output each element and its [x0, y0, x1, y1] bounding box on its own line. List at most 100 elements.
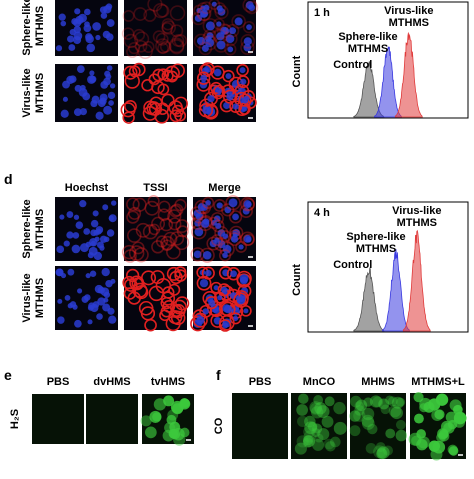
cytoplasm	[176, 225, 189, 238]
cytoplasm	[143, 8, 157, 22]
cytoplasm	[222, 89, 238, 104]
micrograph	[408, 392, 467, 461]
panel-label: d	[4, 171, 13, 187]
nucleus	[194, 227, 204, 237]
nucleus	[225, 73, 232, 79]
cytoplasm	[196, 275, 212, 291]
cytoplasm	[124, 73, 140, 89]
cytoplasm	[242, 198, 256, 211]
nucleus	[81, 295, 89, 303]
cytoplasm	[224, 43, 237, 56]
nucleus	[194, 14, 203, 22]
fluorescence	[369, 395, 383, 408]
nucleus	[84, 8, 91, 16]
nucleus	[197, 203, 206, 211]
nucleus	[89, 75, 97, 83]
cytoplasm	[163, 231, 178, 246]
nucleus	[74, 319, 82, 328]
nucleus	[193, 209, 202, 218]
cytoplasm	[169, 109, 183, 123]
nucleus	[99, 245, 105, 251]
cytoplasm	[212, 18, 225, 30]
axis-label: Count	[291, 264, 303, 296]
fluorescence	[388, 404, 402, 418]
nucleus	[56, 245, 65, 254]
cytoplasm	[240, 305, 252, 317]
cytoplasm	[173, 34, 188, 48]
cytoplasm	[121, 27, 135, 40]
fluorescence	[413, 392, 424, 403]
sphere-peak	[382, 249, 411, 332]
cytoplasm	[142, 40, 155, 53]
cytoplasm	[229, 312, 242, 325]
fluorescence	[395, 419, 406, 430]
nucleus	[76, 65, 85, 73]
nucleus	[245, 201, 252, 208]
cytoplasm	[157, 68, 170, 81]
cytoplasm	[135, 222, 151, 238]
cytoplasm	[173, 96, 188, 111]
cytoplasm	[238, 93, 252, 107]
nucleus	[202, 250, 212, 260]
row-label: MTHMS	[34, 278, 46, 318]
cytoplasm	[233, 292, 249, 308]
axis-label: Count	[291, 55, 303, 87]
cytoplasm	[228, 210, 243, 224]
nucleus	[101, 267, 110, 277]
nucleus	[216, 5, 223, 12]
cytoplasm	[167, 209, 182, 224]
micrograph	[191, 0, 259, 56]
nucleus	[214, 237, 220, 243]
nucleus	[79, 84, 86, 91]
cytoplasm	[169, 231, 185, 246]
nucleus	[69, 75, 77, 83]
nucleus	[60, 109, 69, 118]
fluorescence	[349, 410, 361, 422]
nucleus	[59, 214, 65, 220]
nucleus	[205, 21, 215, 31]
cytoplasm	[121, 244, 137, 260]
nucleus	[243, 43, 252, 52]
nucleus	[62, 96, 68, 102]
fluorescence	[330, 436, 341, 448]
fluorescence	[168, 428, 179, 439]
cytoplasm	[174, 198, 187, 212]
fluorescence	[430, 448, 443, 461]
image-bg	[350, 393, 406, 459]
fluorescence	[355, 399, 368, 411]
cytoplasm	[151, 240, 165, 254]
nucleus	[206, 32, 214, 40]
nucleus	[222, 322, 229, 329]
nucleus	[232, 315, 239, 322]
nucleus	[232, 103, 239, 110]
cytoplasm	[201, 196, 215, 209]
nucleus	[64, 294, 71, 301]
micrograph	[190, 195, 256, 263]
cytoplasm	[204, 91, 218, 106]
fluorescence	[447, 444, 458, 455]
time-label: 1 h	[314, 7, 330, 19]
nucleus	[55, 45, 63, 52]
row-label: MTHMS	[34, 73, 46, 113]
nucleus	[105, 279, 113, 288]
control-peak	[353, 267, 385, 332]
fluorescence	[333, 401, 346, 415]
fluorescence	[445, 411, 457, 423]
cytoplasm	[197, 71, 211, 85]
nucleus	[199, 279, 209, 288]
micrograph	[121, 195, 190, 263]
micrograph	[190, 265, 256, 332]
cytoplasm	[133, 247, 149, 263]
nucleus	[109, 83, 116, 89]
nucleus	[58, 13, 66, 21]
fluorescence	[367, 423, 378, 435]
cytoplasm	[242, 20, 256, 34]
nucleus	[203, 4, 210, 11]
nucleus	[78, 87, 88, 97]
nucleus	[108, 214, 117, 223]
cytoplasm	[200, 1, 213, 15]
micrograph	[193, 62, 257, 122]
fluorescence	[303, 430, 316, 443]
cytoplasm	[122, 9, 135, 22]
fluorescence	[333, 421, 347, 435]
